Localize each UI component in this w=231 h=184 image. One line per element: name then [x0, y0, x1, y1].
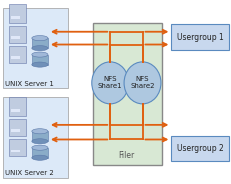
- Ellipse shape: [32, 52, 48, 57]
- Text: UNIX Server 1: UNIX Server 1: [5, 81, 54, 86]
- Bar: [11, 129, 20, 132]
- Bar: [9, 46, 26, 63]
- Text: NFS
Share2: NFS Share2: [130, 76, 154, 89]
- Ellipse shape: [32, 36, 48, 41]
- Text: Usergroup 1: Usergroup 1: [176, 33, 223, 42]
- FancyBboxPatch shape: [3, 98, 67, 178]
- Ellipse shape: [32, 145, 48, 150]
- Ellipse shape: [32, 129, 48, 134]
- Ellipse shape: [32, 62, 48, 67]
- Text: NFS
Share1: NFS Share1: [97, 76, 122, 89]
- Bar: [11, 56, 20, 59]
- Ellipse shape: [32, 139, 48, 144]
- Bar: [9, 26, 26, 43]
- Text: Filer: Filer: [118, 151, 134, 160]
- Bar: [32, 38, 48, 48]
- Bar: [9, 119, 26, 136]
- FancyBboxPatch shape: [3, 8, 67, 88]
- Bar: [32, 148, 48, 158]
- Text: Usergroup 2: Usergroup 2: [176, 144, 223, 153]
- Bar: [32, 131, 48, 141]
- Bar: [11, 16, 20, 19]
- Ellipse shape: [32, 46, 48, 51]
- Ellipse shape: [91, 62, 128, 104]
- Bar: [9, 98, 26, 116]
- FancyBboxPatch shape: [171, 136, 228, 161]
- Text: UNIX Server 2: UNIX Server 2: [5, 170, 54, 176]
- Bar: [32, 55, 48, 65]
- FancyBboxPatch shape: [93, 23, 161, 165]
- Ellipse shape: [124, 62, 160, 104]
- Bar: [11, 150, 20, 152]
- Bar: [9, 139, 26, 156]
- Bar: [11, 109, 20, 112]
- Bar: [11, 36, 20, 39]
- FancyBboxPatch shape: [171, 24, 228, 50]
- Ellipse shape: [32, 155, 48, 160]
- Bar: [9, 4, 26, 23]
